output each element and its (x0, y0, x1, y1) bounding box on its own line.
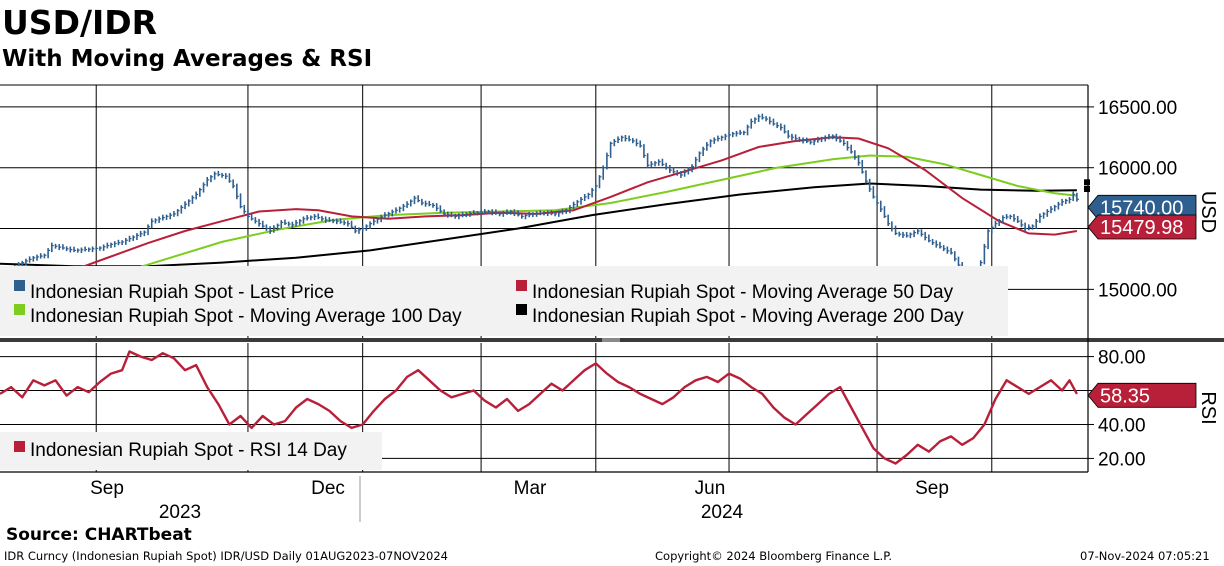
axis-labels: 15000.00 16000.00 16500.00 20.00 40.00 80.00 U… (90, 98, 1219, 523)
series-line-rsi (0, 350, 1078, 465)
legend-swatch (14, 280, 25, 291)
x-tick-label: Jun (695, 478, 726, 499)
y-tick-label-rsi: 80.00 (1098, 348, 1146, 369)
y-tick-label-rsi: 20.00 (1098, 449, 1146, 470)
chart-frame (0, 84, 1224, 473)
legends: Indonesian Rupiah Spot - Last Price Indon… (0, 266, 1008, 470)
y-tick-label-price: 16500.00 (1098, 98, 1177, 119)
badge-rsi-shape (1087, 382, 1197, 408)
legend-label-rsi: Indonesian Rupiah Spot - RSI 14 Day (30, 440, 347, 461)
series-line-ma100 (0, 154, 1078, 301)
legend-swatch-rsi (14, 441, 25, 452)
x-tick-label: Sep (90, 478, 124, 499)
legend-label: Indonesian Rupiah Spot - Last Price (30, 282, 334, 303)
legend-box-rsi (0, 432, 382, 470)
copyright-note: Copyright© 2024 Bloomberg Finance L.P. (655, 549, 892, 563)
y-tick-label-rsi: 40.00 (1098, 415, 1146, 436)
x-year-label: 2024 (701, 502, 744, 523)
panel-divider-grip (602, 338, 620, 342)
timestamp: 07-Nov-2024 07:05:21 (1080, 549, 1210, 563)
source-note: Source: CHARTbeat (6, 525, 192, 545)
badge-rsi-label: 58.35 (1100, 385, 1150, 407)
legend-label: Indonesian Rupiah Spot - Moving Average … (30, 306, 462, 327)
x-year-label: 2023 (159, 502, 201, 523)
legend-swatch (516, 304, 527, 315)
legend-label: Indonesian Rupiah Spot - Moving Average … (532, 282, 954, 303)
chart-title: USD/IDR (2, 3, 158, 42)
legend-swatch (516, 280, 527, 291)
x-tick-label: Dec (311, 478, 345, 499)
x-tick-label: Sep (915, 478, 949, 499)
ticker-info: IDR Curncy (Indonesian Rupiah Spot) IDR/… (4, 549, 448, 563)
series-line-ma200 (0, 182, 1077, 268)
legend-swatch (14, 304, 25, 315)
badge-ma50-shape (1087, 214, 1197, 240)
rsi-panel-series (0, 350, 1078, 465)
legend-label: Indonesian Rupiah Spot - Moving Average … (532, 306, 964, 327)
y-tick-label-price: 15000.00 (1098, 280, 1177, 301)
y-tick-label-price: 16000.00 (1098, 159, 1177, 180)
badge-last-price-label: 15740.00 (1100, 197, 1183, 219)
x-tick-label: Mar (514, 478, 547, 499)
legend-box-price (0, 266, 1008, 336)
price-panel-series (0, 113, 1079, 301)
chart-subtitle: With Moving Averages & RSI (2, 46, 373, 72)
value-marker (1084, 179, 1090, 186)
y-axis-title-price: USD (1197, 191, 1219, 233)
y-axis-title-rsi: RSI (1197, 391, 1219, 424)
badge-ma50-label: 15479.98 (1100, 217, 1183, 239)
value-marker (1084, 185, 1090, 192)
